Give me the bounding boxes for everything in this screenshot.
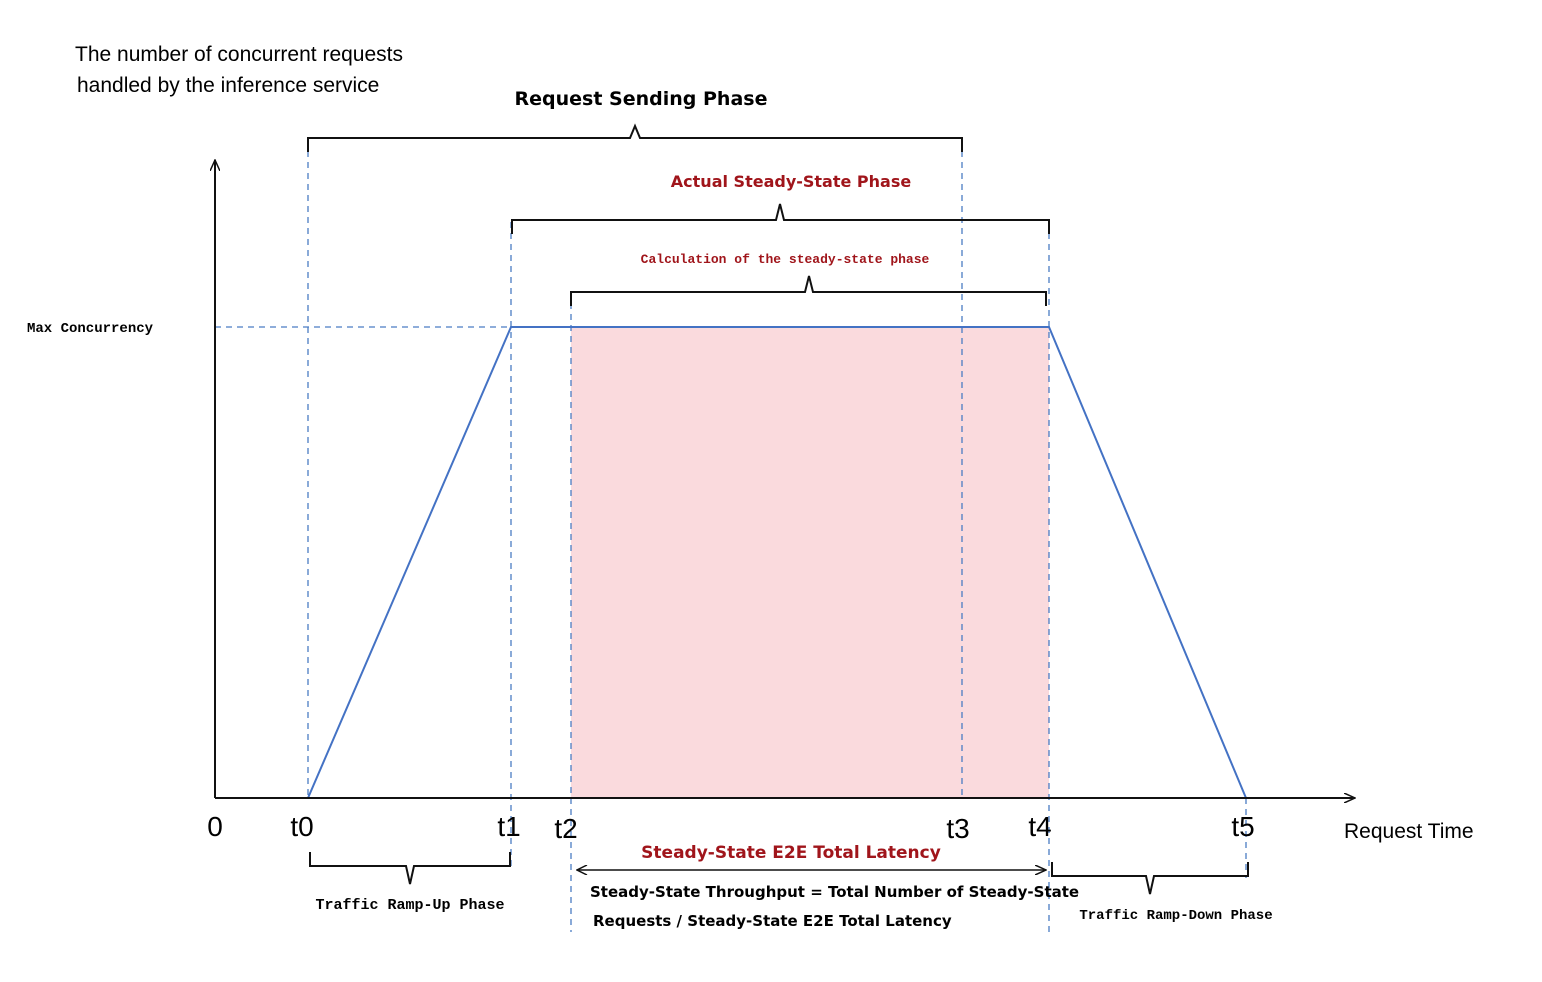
guides [215,140,1247,936]
x-tick-label: t2 [554,813,577,844]
y-axis-label: handled by the inference service [77,74,379,97]
y-axis-label: The number of concurrent requests [75,43,403,66]
brace [511,203,1050,234]
x-tick-label: t4 [1028,811,1051,842]
x-tick-label: t3 [946,813,969,844]
concurrency-curve [307,326,1247,799]
phase-label: Request Sending Phase [515,88,768,110]
phase-label: Actual Steady-State Phase [671,172,912,191]
brace [570,275,1047,306]
latency-label: Steady-State E2E Total Latency [641,843,941,863]
phase-label: Traffic Ramp-Down Phase [1079,908,1272,924]
x-tick-label: t1 [497,811,520,842]
formula: Requests / Steady-State E2E Total Latenc… [593,912,952,930]
x-axis-label: Request Time [1344,820,1474,843]
brace [309,852,511,885]
phase-label: Calculation of the steady-state phase [641,252,930,267]
x-tick-label: t0 [290,811,313,842]
steady-state-area [571,327,1049,798]
x-tick-label: t5 [1231,811,1254,842]
brace [1051,862,1249,895]
x-tick-label: 0 [207,811,223,842]
brace [307,123,963,152]
phase-label: Traffic Ramp-Up Phase [315,897,504,914]
formula: Steady-State Throughput = Total Number o… [590,883,1079,901]
max-concurrency-label: Max Concurrency [27,321,154,337]
